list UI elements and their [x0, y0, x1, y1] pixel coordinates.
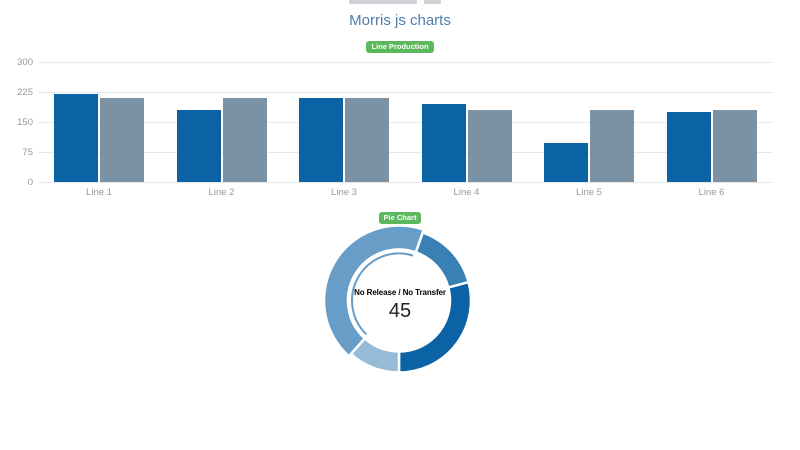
bar-line-2-blue[interactable] [176, 110, 221, 182]
bar-line-6-blue[interactable] [666, 112, 711, 182]
bar-chart: 0 75 150 225 300 Line 1 Line 2 Line 3 Line 4 Line… [0, 55, 800, 200]
gridline [38, 152, 773, 153]
y-axis-tick-label: 0 [27, 177, 33, 188]
bar-line-1-gray[interactable] [100, 98, 144, 182]
x-axis-category-label: Line 6 [698, 187, 725, 198]
donut-svg [322, 224, 473, 374]
gridline [38, 62, 773, 63]
bar-line-4-blue[interactable] [421, 104, 466, 182]
bar-line-1-blue[interactable] [54, 94, 98, 182]
bar-line-4-gray[interactable] [467, 110, 512, 182]
x-axis-category-label: Line 3 [331, 187, 357, 198]
donut-segment-3[interactable] [349, 336, 401, 374]
donut-selected-inner-arc [351, 252, 414, 336]
bar-line-5-gray[interactable] [590, 110, 634, 182]
gridline [38, 182, 773, 183]
bar-line-3-gray[interactable] [345, 98, 389, 182]
x-axis-category-label: Line 5 [576, 187, 602, 198]
bar-line-5-blue[interactable] [544, 143, 588, 182]
bar-line-3-blue[interactable] [299, 98, 343, 182]
donut-chart: No Release / No Transfer 45 [0, 220, 800, 385]
y-axis-tick-label: 225 [17, 87, 33, 98]
gridline [38, 122, 773, 123]
pie-chart-badge: Pie Chart [378, 211, 422, 224]
bar-line-2-gray[interactable] [222, 98, 267, 182]
clipped-text-fragment [349, 0, 417, 4]
donut-segment-0[interactable] [397, 280, 473, 374]
x-axis-category-label: Line 1 [86, 187, 112, 198]
clipped-text-fragment [424, 0, 441, 4]
page-title: Morris js charts [349, 12, 451, 29]
donut-segment-1[interactable] [414, 230, 471, 289]
y-axis-tick-label: 300 [17, 57, 33, 68]
y-axis-tick-label: 150 [17, 117, 33, 128]
bar-chart-badge: Line Production [366, 40, 434, 53]
y-axis-tick-label: 75 [22, 147, 33, 158]
donut-segment-2-selected[interactable] [322, 224, 426, 359]
x-axis-category-label: Line 2 [208, 187, 235, 198]
x-axis-category-label: Line 4 [453, 187, 480, 198]
bar-line-6-gray[interactable] [712, 110, 757, 182]
gridline [38, 92, 773, 93]
